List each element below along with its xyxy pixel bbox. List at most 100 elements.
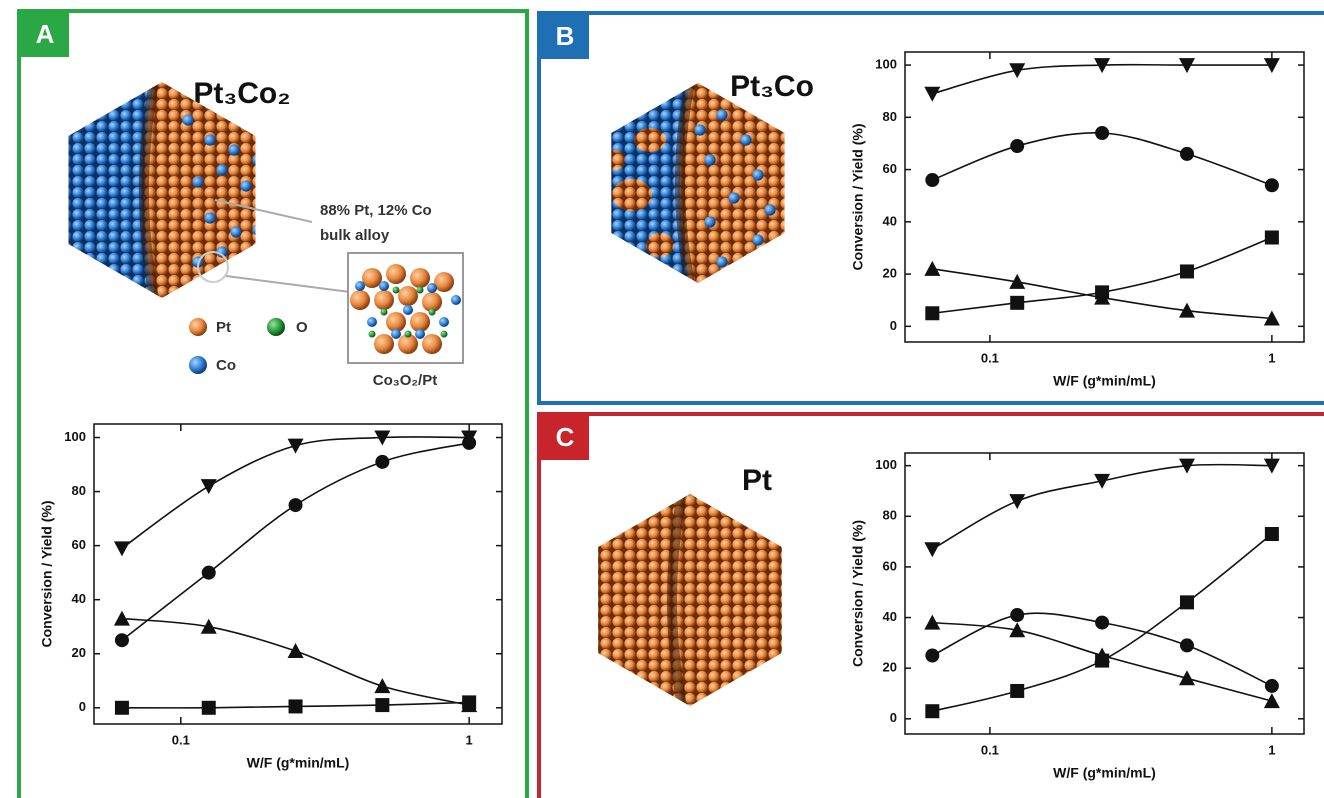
particle: [598, 83, 798, 288]
atom: [415, 329, 425, 339]
marker: [925, 704, 939, 718]
y-tick-label: 100: [64, 429, 86, 444]
marker: [925, 306, 939, 320]
y-tick-label: 60: [883, 558, 897, 573]
y-tick-label: 100: [875, 57, 897, 72]
atom: [740, 134, 751, 145]
atom: [252, 244, 263, 255]
x-tick-label: 1: [1268, 742, 1275, 757]
figure: A B C Pt₃Co₂ Pt₃Co Pt 88% Pt, 12% Co bul…: [0, 0, 1324, 798]
atom: [374, 334, 394, 354]
atom: [379, 281, 389, 291]
marker: [1010, 684, 1024, 698]
panel-letter: C: [556, 422, 575, 452]
marker: [375, 698, 389, 712]
x-axis-title: W/F (g*min/mL): [1053, 373, 1156, 389]
marker: [1010, 139, 1024, 153]
atom-patch: [605, 150, 625, 170]
atom: [752, 169, 763, 180]
atom: [716, 256, 727, 267]
marker: [1180, 264, 1194, 278]
atom: [694, 124, 705, 135]
atom: [182, 114, 193, 125]
atom: [246, 114, 257, 125]
series-curve: [122, 443, 469, 640]
y-tick-label: 0: [79, 699, 86, 714]
atom: [391, 329, 401, 339]
y-tick-label: 40: [883, 213, 897, 228]
x-axis-title: W/F (g*min/mL): [1053, 765, 1156, 781]
panel-letter: A: [36, 19, 55, 49]
atom: [393, 287, 400, 294]
marker: [202, 566, 216, 580]
marker: [288, 439, 304, 454]
y-axis-title: Conversion / Yield (%): [850, 123, 866, 270]
marker: [1265, 527, 1279, 541]
particles: [54, 82, 798, 706]
marker: [114, 611, 130, 626]
annotation: bulk alloy: [320, 227, 390, 244]
atom: [386, 264, 406, 284]
atom: [374, 290, 394, 310]
atom: [417, 287, 424, 294]
y-tick-label: 80: [883, 508, 897, 523]
marker: [924, 615, 940, 630]
marker: [1095, 126, 1109, 140]
atom: [216, 164, 227, 175]
marker: [1264, 693, 1280, 708]
marker: [1180, 595, 1194, 609]
x-tick-label: 0.1: [981, 742, 999, 757]
marker: [925, 173, 939, 187]
marker: [925, 649, 939, 663]
series-curve: [122, 619, 469, 705]
marker: [924, 542, 940, 557]
marker: [1095, 654, 1109, 668]
atom: [228, 144, 239, 155]
marker: [202, 701, 216, 715]
atom: [240, 264, 251, 275]
y-tick-label: 40: [883, 609, 897, 624]
atom: [764, 204, 775, 215]
y-tick-label: 20: [883, 660, 897, 675]
atom: [422, 334, 442, 354]
marker: [115, 633, 129, 647]
y-tick-label: 20: [883, 266, 897, 281]
atom: [441, 331, 448, 338]
atom: [367, 317, 377, 327]
x-axis-title: W/F (g*min/mL): [247, 755, 350, 771]
particle: [54, 82, 270, 298]
marker: [1010, 296, 1024, 310]
y-axis-title: Conversion / Yield (%): [39, 500, 55, 647]
atom: [451, 295, 461, 305]
plot-frame: [94, 424, 502, 724]
atom-patch: [634, 128, 666, 152]
atom: [752, 234, 763, 245]
atom-key: [267, 318, 285, 336]
marker: [1180, 147, 1194, 161]
marker: [288, 643, 304, 658]
atom: [355, 281, 365, 291]
marker: [1095, 285, 1109, 299]
y-tick-label: 100: [875, 457, 897, 472]
marker: [289, 699, 303, 713]
atom: [381, 309, 388, 316]
atom: [204, 134, 215, 145]
panel-letter: B: [556, 21, 575, 51]
marker: [1010, 608, 1024, 622]
particle: [584, 494, 796, 706]
series-curve: [932, 133, 1272, 185]
marker: [115, 701, 129, 715]
marker: [1265, 178, 1279, 192]
y-tick-label: 80: [72, 483, 86, 498]
atom: [704, 154, 715, 165]
y-tick-label: 20: [72, 645, 86, 660]
marker: [201, 479, 217, 494]
particle-label: Pt: [742, 464, 772, 497]
atom: [192, 176, 203, 187]
marker: [1265, 230, 1279, 244]
marker: [924, 87, 940, 102]
atom: [434, 272, 454, 292]
atom: [369, 331, 376, 338]
atom: [252, 154, 263, 165]
atom: [427, 283, 437, 293]
